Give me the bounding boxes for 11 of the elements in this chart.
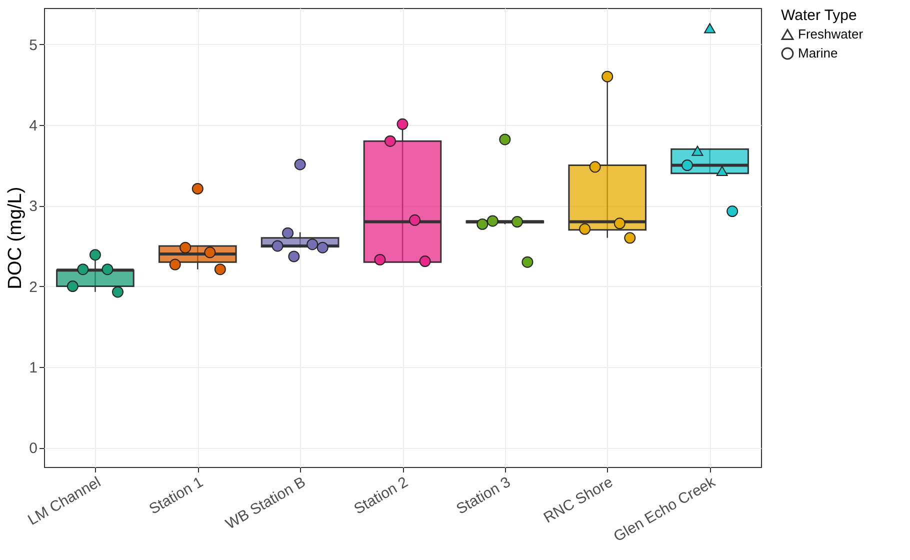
y-tick-label: 2 <box>29 278 38 296</box>
y-tick-label: 0 <box>29 440 38 458</box>
y-tick-label: 1 <box>29 359 38 376</box>
x-tick-label: RNC Shore <box>540 474 616 527</box>
y-axis-title: DOC (mg/L) <box>5 186 26 290</box>
y-tick-label: 3 <box>29 198 38 216</box>
text: Freshwater <box>798 26 864 42</box>
y-tick-label: 5 <box>29 36 38 54</box>
text: Marine <box>798 46 838 60</box>
y-tick-label: 4 <box>29 117 38 134</box>
legend-title: Water Type <box>781 7 857 24</box>
